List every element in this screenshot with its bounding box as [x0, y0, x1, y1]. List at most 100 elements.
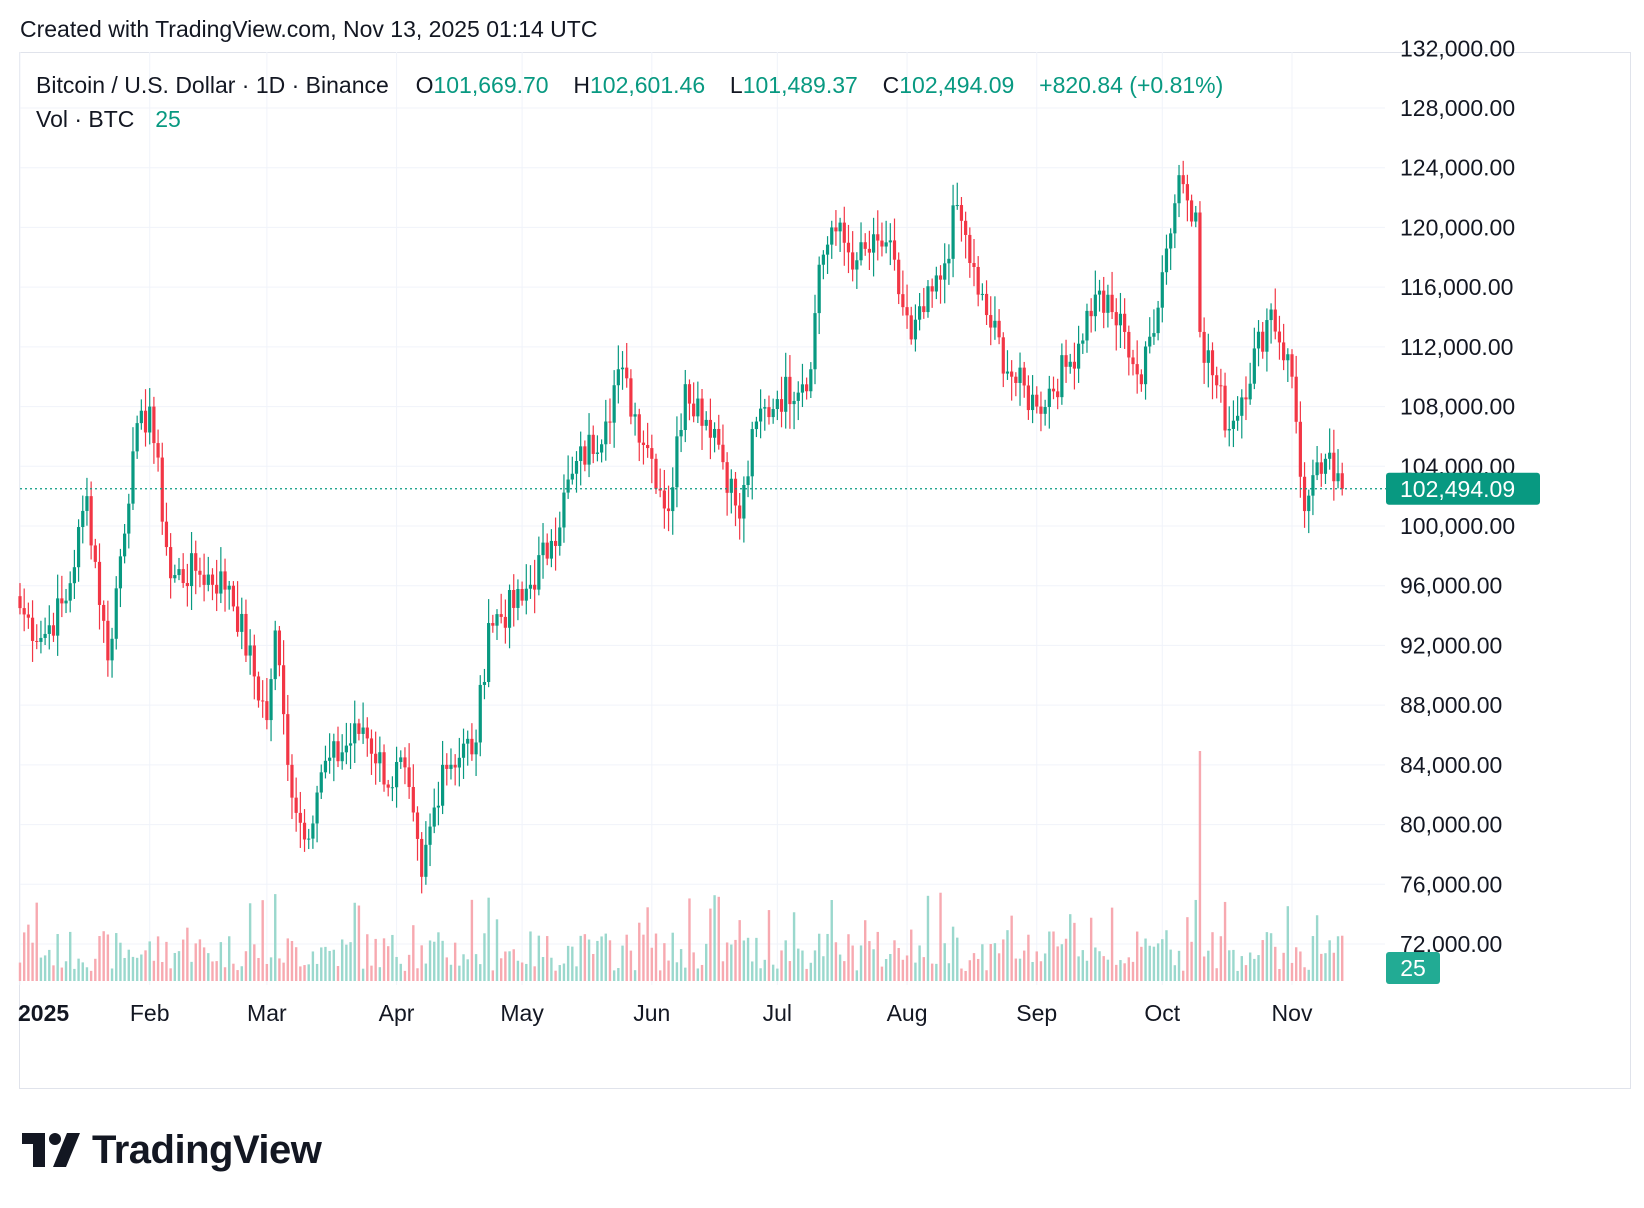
candle-body — [1097, 290, 1102, 295]
volume-bar — [1060, 944, 1064, 981]
volume-bar — [361, 968, 365, 981]
volume-bar — [253, 944, 256, 981]
volume-bar — [751, 961, 754, 981]
candle-body — [1010, 371, 1014, 377]
candle-body — [277, 630, 282, 666]
volume-bar — [914, 962, 917, 981]
candle-body — [700, 398, 704, 426]
candle-body — [1139, 374, 1143, 385]
candle-body — [436, 805, 441, 808]
candle-body — [913, 319, 918, 340]
candle-body — [177, 569, 181, 576]
volume-bar — [1286, 906, 1290, 981]
candle-body — [453, 764, 457, 768]
volume-bar — [445, 957, 448, 981]
volume-bar — [725, 942, 729, 981]
tradingview-logo[interactable]: TradingView — [22, 1127, 322, 1172]
candle-body — [97, 561, 102, 605]
volume-bar — [508, 951, 511, 981]
close-value: 102,494.09 — [899, 72, 1015, 98]
candle-body — [1160, 272, 1164, 308]
candle-body — [512, 589, 516, 608]
low-value: 101,489.37 — [742, 72, 858, 98]
open-value: 101,669.70 — [433, 72, 549, 98]
volume-bar — [671, 932, 674, 981]
candle-body — [348, 743, 353, 746]
candle-body — [499, 614, 503, 617]
candle-body — [248, 645, 252, 656]
volume-bar — [855, 970, 859, 981]
volume-bar — [491, 970, 495, 981]
volume-bar — [194, 943, 197, 981]
volume-bars — [18, 751, 1344, 981]
volume-badge — [1386, 952, 1440, 984]
time-tick-label: Nov — [1272, 1000, 1313, 1026]
volume-bar — [1269, 933, 1273, 981]
candle-body — [692, 403, 696, 417]
candle-body — [637, 414, 641, 443]
candle-body — [558, 527, 562, 546]
candle-body — [223, 571, 227, 590]
candle-body — [72, 567, 76, 584]
volume-bar — [278, 958, 281, 981]
candle-body — [1311, 475, 1315, 496]
candle-body — [600, 444, 604, 453]
price-tick-label: 112,000.00 — [1400, 334, 1513, 360]
volume-bar — [420, 945, 423, 981]
candle-body — [830, 227, 834, 245]
candle-body — [897, 259, 901, 295]
volume-bar — [1052, 931, 1055, 981]
candle-body — [156, 443, 160, 458]
candle-body — [863, 242, 867, 249]
candle-body — [294, 797, 298, 813]
volume-bar — [738, 920, 741, 981]
volume-bar — [340, 939, 344, 981]
candle-body — [390, 787, 394, 789]
volume-bar — [897, 947, 900, 981]
candle-body — [553, 540, 558, 546]
price-tick-label: 132,000.00 — [1400, 35, 1515, 61]
volume-bar — [349, 942, 352, 981]
volume-bar — [675, 962, 679, 981]
candle-body — [871, 234, 876, 253]
volume-bar — [1127, 957, 1131, 981]
volume-bar — [1077, 956, 1080, 981]
tradingview-logo-text: TradingView — [92, 1127, 322, 1172]
volume-bar — [905, 955, 909, 981]
volume-bar — [684, 967, 687, 981]
candle-body — [1298, 421, 1302, 477]
candle-body — [1269, 309, 1273, 321]
candle-body — [164, 521, 169, 548]
candle-body — [1064, 355, 1068, 367]
volume-bar — [1253, 958, 1256, 981]
candle-body — [466, 738, 470, 744]
candle-body — [654, 458, 658, 489]
volume-bar — [1278, 968, 1281, 981]
volume-bar — [1290, 962, 1294, 981]
candle-body — [487, 623, 491, 682]
volume-bar — [838, 954, 842, 981]
candle-body — [545, 542, 549, 559]
volume-bar — [868, 941, 871, 981]
volume-bar — [1223, 901, 1227, 981]
volume-bar — [165, 941, 168, 981]
volume-bar — [228, 936, 231, 981]
candle-body — [1072, 361, 1077, 369]
candle-body — [420, 838, 424, 877]
volume-bar — [428, 940, 432, 981]
volume-bar — [801, 950, 804, 981]
volume-bar — [943, 943, 946, 981]
candle-body — [1001, 337, 1005, 374]
candle-body — [888, 240, 892, 243]
volume-bar — [993, 943, 997, 981]
candle-body — [533, 584, 537, 590]
candle-body — [993, 320, 997, 328]
candle-body — [106, 620, 110, 661]
candle-body — [562, 492, 566, 528]
candle-body — [537, 555, 541, 590]
volume-bar — [826, 933, 829, 981]
candle-body — [587, 434, 591, 465]
candle-body — [394, 761, 399, 788]
volume-bar — [1043, 953, 1047, 981]
